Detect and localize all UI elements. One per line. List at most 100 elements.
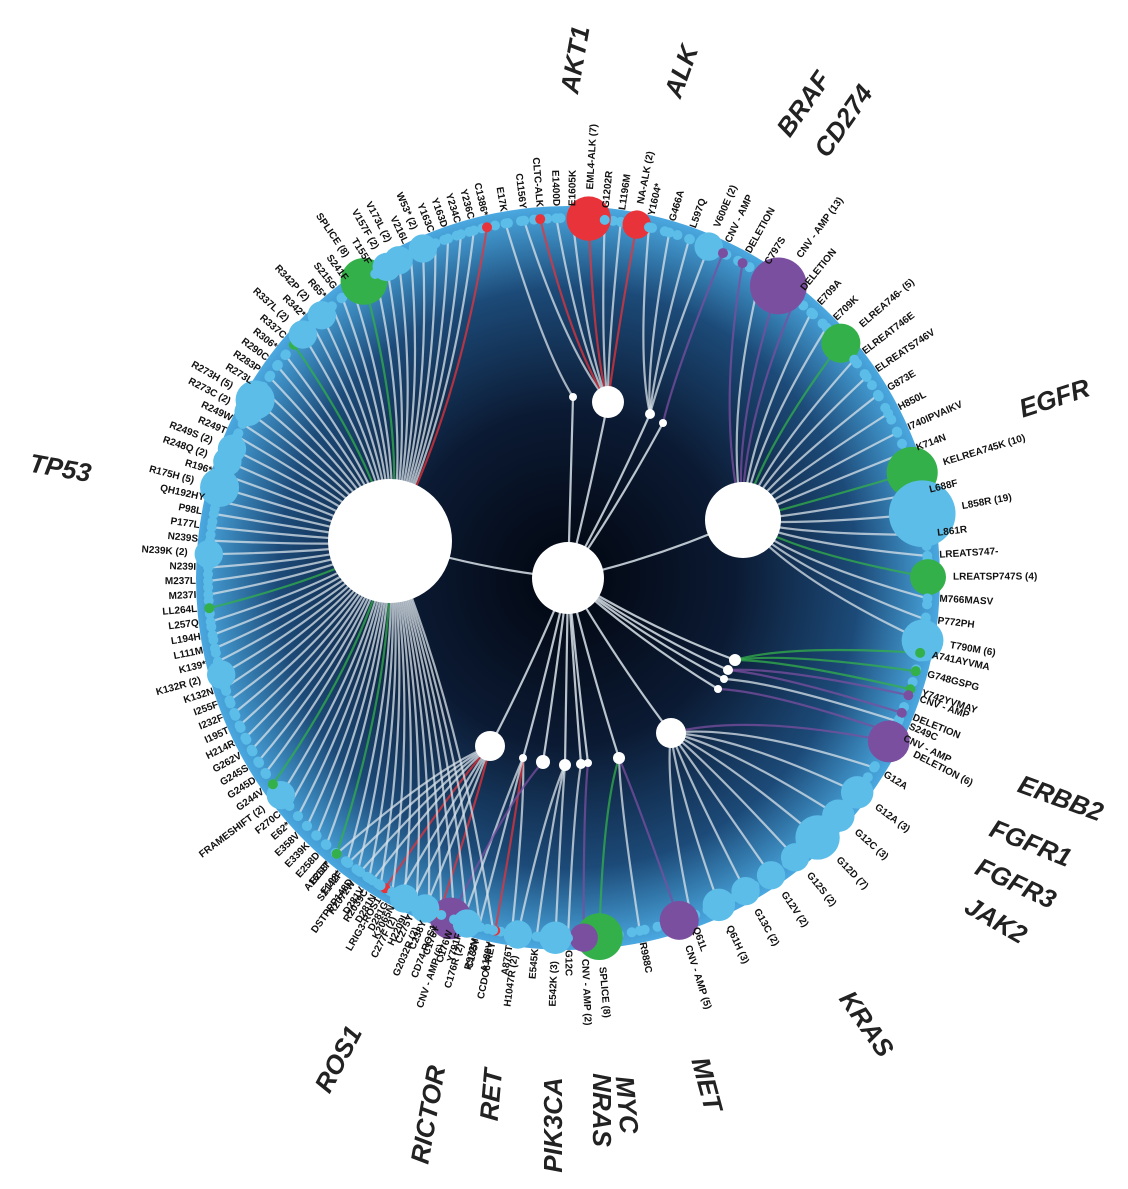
mutation-node[interactable] <box>901 619 944 662</box>
mutation-node[interactable] <box>257 383 268 394</box>
mutation-node[interactable] <box>821 323 861 363</box>
hub-akt1[interactable] <box>569 393 577 401</box>
mutation-node[interactable] <box>468 225 479 236</box>
mutation-node[interactable] <box>920 529 931 540</box>
mutation-node[interactable] <box>443 233 454 244</box>
mutation-node[interactable] <box>790 293 801 304</box>
mutation-node[interactable] <box>217 434 247 464</box>
mutation-node[interactable] <box>482 222 493 233</box>
hub-center[interactable] <box>532 542 604 614</box>
mutation-node[interactable] <box>861 371 872 382</box>
mutation-node[interactable] <box>387 887 398 898</box>
mutation-node[interactable] <box>234 720 245 731</box>
mutation-node[interactable] <box>915 647 926 658</box>
mutation-node[interactable] <box>684 234 695 245</box>
mutation-node[interactable] <box>702 888 736 922</box>
hub-braf[interactable] <box>645 409 655 419</box>
mutation-node[interactable] <box>659 900 699 940</box>
mutation-node[interactable] <box>455 229 466 240</box>
mutation-node[interactable] <box>867 720 910 763</box>
mutation-node[interactable] <box>194 539 223 569</box>
mutation-node[interactable] <box>892 427 903 438</box>
mutation-node[interactable] <box>264 371 275 382</box>
mutation-node[interactable] <box>235 380 275 420</box>
mutation-node[interactable] <box>207 630 218 641</box>
mutation-node[interactable] <box>208 508 219 519</box>
mutation-node[interactable] <box>806 307 817 318</box>
mutation-node[interactable] <box>331 848 342 859</box>
mutation-node[interactable] <box>643 222 654 233</box>
hub-egfr[interactable] <box>705 482 781 558</box>
hub-nras[interactable] <box>576 759 586 769</box>
mutation-node[interactable] <box>375 880 386 891</box>
mutation-node[interactable] <box>430 238 441 249</box>
mutation-node[interactable] <box>280 350 291 361</box>
mutation-node[interactable] <box>903 690 914 701</box>
mutation-node[interactable] <box>539 921 572 955</box>
mutation-node[interactable] <box>849 354 860 365</box>
mutation-node[interactable] <box>267 779 278 790</box>
mutation-node[interactable] <box>423 904 434 915</box>
hub-kras[interactable] <box>656 718 686 748</box>
mutation-node[interactable] <box>922 593 933 604</box>
hub-alk[interactable] <box>592 386 624 418</box>
mutation-node[interactable] <box>408 234 438 263</box>
mutation-node[interactable] <box>203 576 214 587</box>
mutation-node[interactable] <box>240 732 251 743</box>
hub-pik3ca[interactable] <box>559 759 571 771</box>
mutation-node[interactable] <box>321 839 332 850</box>
mutation-node[interactable] <box>326 301 337 312</box>
mutation-node[interactable] <box>204 603 215 614</box>
mutation-node[interactable] <box>224 695 235 706</box>
mutation-node[interactable] <box>717 248 728 259</box>
mutation-node[interactable] <box>503 920 533 949</box>
mutation-node[interactable] <box>506 928 517 939</box>
mutation-node[interactable] <box>756 861 786 890</box>
mutation-node[interactable] <box>888 480 956 548</box>
mutation-node[interactable] <box>896 707 907 718</box>
mutation-node[interactable] <box>519 215 530 226</box>
mutation-node[interactable] <box>922 550 933 561</box>
mutation-node[interactable] <box>840 776 874 809</box>
mutation-node[interactable] <box>212 656 223 667</box>
mutation-node[interactable] <box>364 873 375 884</box>
hub-myc[interactable] <box>584 759 592 767</box>
mutation-node[interactable] <box>909 559 946 596</box>
mutation-node[interactable] <box>551 213 562 224</box>
mutation-node[interactable] <box>246 744 257 755</box>
hub-ret[interactable] <box>519 754 527 762</box>
mutation-node[interactable] <box>203 589 214 600</box>
mutation-node[interactable] <box>488 925 499 936</box>
mutation-node[interactable] <box>531 931 542 942</box>
mutation-node[interactable] <box>795 815 840 860</box>
mutation-node[interactable] <box>232 431 243 442</box>
hub-fgfr3[interactable] <box>720 675 728 683</box>
mutation-node[interactable] <box>694 232 723 261</box>
hub-cd274[interactable] <box>659 419 667 427</box>
mutation-node[interactable] <box>500 218 511 229</box>
mutation-node[interactable] <box>569 923 598 952</box>
mutation-node[interactable] <box>272 360 283 371</box>
mutation-node[interactable] <box>872 389 883 400</box>
mutation-node[interactable] <box>535 214 546 225</box>
mutation-node[interactable] <box>910 666 921 677</box>
mutation-node[interactable] <box>436 909 447 920</box>
mutation-node[interactable] <box>253 756 264 767</box>
mutation-node[interactable] <box>200 467 240 507</box>
mutation-node[interactable] <box>883 408 894 419</box>
mutation-node[interactable] <box>207 660 236 689</box>
mutation-node[interactable] <box>292 811 303 822</box>
mutation-node[interactable] <box>353 865 364 876</box>
mutation-node[interactable] <box>311 830 322 841</box>
mutation-node[interactable] <box>731 876 760 906</box>
mutation-node[interactable] <box>780 843 810 872</box>
hub-met[interactable] <box>613 752 625 764</box>
mutation-node[interactable] <box>566 196 611 241</box>
mutation-node[interactable] <box>229 708 240 719</box>
mutation-node[interactable] <box>260 767 271 778</box>
mutation-node[interactable] <box>452 909 482 938</box>
mutation-node[interactable] <box>302 821 313 832</box>
mutation-node[interactable] <box>205 616 216 627</box>
mutation-node[interactable] <box>342 857 353 868</box>
mutation-node[interactable] <box>869 762 880 773</box>
